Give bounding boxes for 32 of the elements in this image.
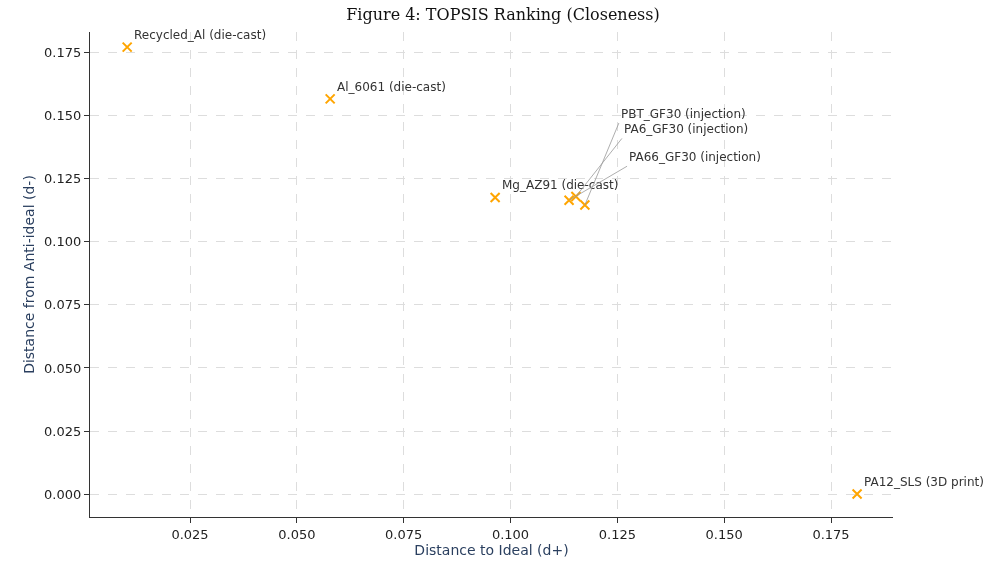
y-tick-label: 0.025 xyxy=(44,423,82,439)
y-tick-label: 0.075 xyxy=(44,297,82,313)
annotation: Recycled_Al (die-cast) xyxy=(134,28,267,42)
x-tick-label: 0.050 xyxy=(278,526,316,542)
x-tick-label: 0.125 xyxy=(598,526,636,542)
x-tick-label: 0.075 xyxy=(385,526,423,542)
y-tick-label: 0.175 xyxy=(44,45,82,61)
annotation: PA6_GF30 (injection) xyxy=(624,122,749,136)
annotation: PA12_SLS (3D print) xyxy=(864,475,984,489)
x-axis-title: Distance to Ideal (d+) xyxy=(414,542,569,558)
x-tick-label: 0.025 xyxy=(171,526,209,542)
y-tick-label: 0.000 xyxy=(44,486,82,502)
point xyxy=(563,194,575,206)
point xyxy=(570,190,582,202)
annotation: PA66_GF30 (injection) xyxy=(629,150,761,164)
x-tick-label: 0.175 xyxy=(812,526,850,542)
annotation: Mg_AZ91 (die-cast) xyxy=(502,178,619,192)
y-tick-label: 0.150 xyxy=(44,108,82,124)
annotation: Al_6061 (die-cast) xyxy=(337,80,446,94)
point xyxy=(324,93,336,105)
chart-title: Figure 4: TOPSIS Ranking (Closeness) xyxy=(346,4,660,24)
y-tick-label: 0.050 xyxy=(44,360,82,376)
point xyxy=(851,488,863,500)
point xyxy=(489,191,501,203)
x-tick-label: 0.100 xyxy=(491,526,530,542)
x-tick-label: 0.150 xyxy=(705,526,743,542)
y-tick-label: 0.100 xyxy=(44,234,82,250)
point xyxy=(121,41,133,53)
annotation: PBT_GF30 (injection) xyxy=(621,107,746,121)
y-axis-title: Distance from Anti-ideal (d-) xyxy=(20,175,37,374)
y-tick-label: 0.125 xyxy=(44,171,82,187)
point xyxy=(579,199,591,211)
